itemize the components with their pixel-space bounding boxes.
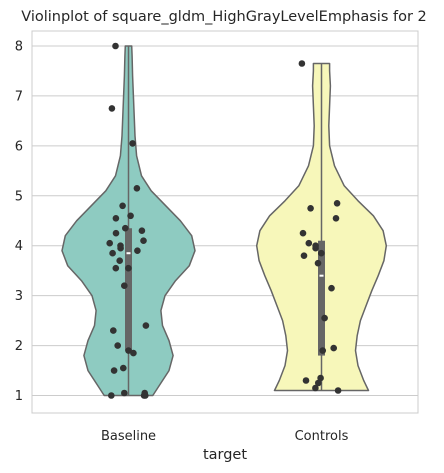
data-point — [142, 322, 150, 329]
data-point — [116, 257, 123, 265]
data-point — [314, 259, 322, 267]
data-point — [108, 392, 115, 399]
iqr-box — [318, 240, 325, 356]
data-point — [108, 105, 116, 112]
y-tick-label: 5 — [15, 189, 23, 204]
iqr-box — [125, 228, 132, 351]
data-point — [141, 389, 148, 397]
chart-title: Violinplot of square_gldm_HighGrayLevelE… — [21, 9, 427, 25]
data-point — [121, 389, 128, 397]
data-point — [302, 377, 310, 384]
data-point — [121, 282, 128, 290]
data-point — [133, 185, 141, 192]
data-point — [109, 249, 116, 257]
median-marker — [319, 274, 324, 277]
data-point — [315, 379, 322, 387]
plot-frame — [31, 30, 419, 414]
data-point — [117, 242, 124, 249]
data-point — [330, 344, 338, 352]
y-tick-label: 7 — [15, 89, 23, 104]
y-tick-label: 6 — [15, 139, 23, 154]
data-point — [334, 387, 342, 394]
data-point — [319, 347, 327, 354]
data-point — [125, 264, 132, 272]
data-point — [299, 229, 307, 237]
data-point — [333, 200, 341, 207]
data-point — [110, 367, 118, 374]
data-point — [112, 215, 120, 222]
data-point — [305, 239, 313, 247]
data-point — [114, 342, 121, 349]
data-point — [298, 60, 306, 67]
y-tick-label: 1 — [15, 389, 23, 404]
data-point — [129, 140, 136, 147]
y-tick-label: 4 — [15, 239, 23, 254]
data-point — [140, 237, 147, 244]
inner-boxes — [125, 45, 325, 396]
data-point — [106, 239, 113, 247]
strip-points — [106, 42, 342, 399]
data-point — [307, 205, 314, 212]
data-point — [300, 252, 308, 259]
data-point — [317, 374, 324, 382]
data-point — [125, 347, 132, 354]
data-point — [321, 314, 328, 322]
x-tick-label: Controls — [295, 429, 349, 444]
data-point — [332, 215, 340, 222]
data-point — [312, 384, 319, 392]
data-point — [328, 284, 335, 292]
y-tick-label: 3 — [15, 289, 23, 304]
y-tick-label: 2 — [15, 339, 23, 354]
data-point — [110, 327, 117, 334]
data-point — [120, 364, 127, 372]
x-axis-label: target — [203, 447, 247, 463]
data-point — [112, 264, 120, 272]
data-point — [318, 249, 325, 257]
data-point — [119, 202, 126, 210]
x-tick-label: Baseline — [101, 429, 156, 444]
data-point — [127, 212, 134, 220]
median-marker — [126, 252, 131, 255]
data-point — [130, 349, 137, 357]
data-point — [112, 42, 119, 50]
data-point — [312, 242, 319, 249]
x-tick-labels: Baseline Controls — [101, 429, 349, 444]
data-point — [134, 247, 141, 254]
y-tick-label: 8 — [15, 39, 23, 54]
data-point — [112, 229, 120, 237]
data-point — [138, 227, 146, 234]
data-point — [122, 224, 129, 232]
y-tick-labels: 1 2 3 4 5 6 7 8 — [15, 39, 23, 404]
